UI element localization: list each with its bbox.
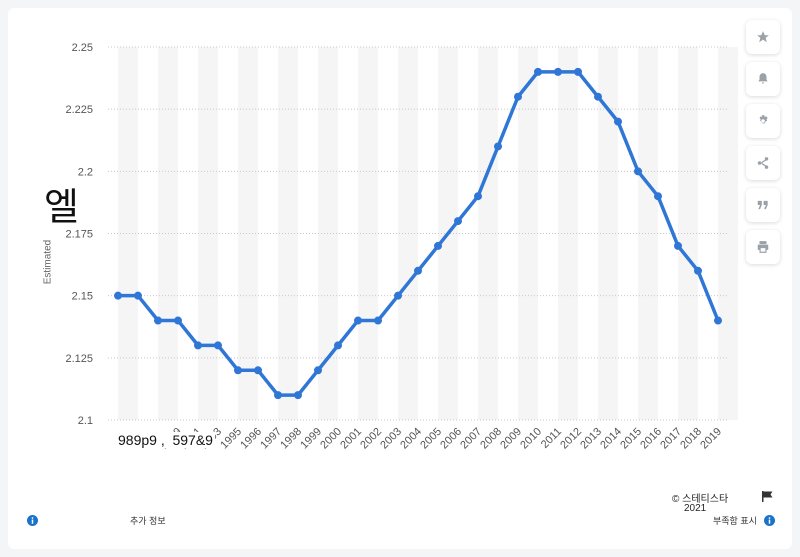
notification-button[interactable] bbox=[746, 62, 780, 96]
band bbox=[718, 47, 738, 420]
x-tick-label: 1995 bbox=[218, 426, 244, 452]
data-point bbox=[274, 391, 282, 400]
overlay-glyph: 엘 bbox=[44, 185, 79, 229]
x-tick-label: 1997 bbox=[258, 426, 284, 452]
x-tick-label: 2010 bbox=[518, 426, 544, 452]
source-credit[interactable]: © 스테티스타 bbox=[672, 494, 729, 505]
share-icon bbox=[757, 157, 769, 169]
x-tick-label: 2005 bbox=[418, 426, 444, 452]
favorite-button[interactable] bbox=[746, 20, 780, 54]
settings-button[interactable] bbox=[746, 104, 780, 138]
data-point bbox=[434, 241, 442, 250]
data-point bbox=[534, 67, 542, 76]
data-point bbox=[454, 217, 462, 226]
data-point bbox=[414, 266, 422, 275]
data-point bbox=[614, 117, 622, 126]
data-point bbox=[214, 341, 222, 350]
y-tick-label: 2.25 bbox=[72, 42, 93, 54]
y-tick-label: 2.1 bbox=[78, 415, 93, 427]
band bbox=[118, 47, 138, 420]
data-point bbox=[194, 341, 202, 350]
data-point bbox=[254, 366, 262, 375]
bell-icon bbox=[758, 73, 768, 84]
print-icon bbox=[757, 241, 769, 253]
data-point bbox=[294, 391, 302, 400]
data-point bbox=[714, 316, 722, 325]
data-point bbox=[354, 316, 362, 325]
data-point bbox=[314, 366, 322, 375]
x-tick-label: 2007 bbox=[458, 426, 484, 452]
data-point bbox=[234, 366, 242, 375]
y-tick-label: 2.175 bbox=[65, 229, 93, 241]
data-point bbox=[134, 291, 142, 300]
share-button[interactable] bbox=[746, 146, 780, 180]
x-tick-label: 2006 bbox=[438, 426, 464, 452]
data-point bbox=[674, 241, 682, 250]
x-tick-label: 2016 bbox=[638, 426, 664, 452]
y-tick-label: 2.125 bbox=[65, 353, 93, 365]
x-tick-label: 2008 bbox=[478, 426, 504, 452]
data-point bbox=[634, 167, 642, 176]
data-point bbox=[514, 92, 522, 101]
credit-year: 2021 bbox=[684, 503, 707, 514]
flag-icon[interactable] bbox=[762, 491, 774, 502]
data-point bbox=[654, 192, 662, 201]
x-tick-label: 1996 bbox=[238, 426, 264, 452]
x-tick-label: 2012 bbox=[558, 426, 584, 452]
x-tick-label: 2000 bbox=[318, 426, 344, 452]
report-info-icon[interactable] bbox=[764, 515, 775, 526]
x-tick-label: 2017 bbox=[658, 426, 684, 452]
x-tick-label: 2018 bbox=[678, 426, 704, 452]
y-tick-label: 2.15 bbox=[72, 291, 93, 303]
x-tick-label: 2004 bbox=[398, 426, 424, 452]
overlay-scribble: 989p9 , 597&9 bbox=[116, 432, 215, 448]
more-info-link[interactable]: 추가 정보 bbox=[130, 516, 166, 526]
band bbox=[238, 47, 258, 420]
print-button[interactable] bbox=[746, 230, 780, 264]
data-point bbox=[494, 142, 502, 151]
y-axis-label: Estimated bbox=[42, 239, 54, 285]
x-tick-label: 2013 bbox=[578, 426, 604, 452]
cite-button[interactable] bbox=[746, 188, 780, 222]
star-icon bbox=[757, 31, 769, 43]
x-tick-label: 2019 bbox=[698, 426, 724, 452]
x-tick-label: 2014 bbox=[598, 426, 624, 452]
report-link[interactable]: 부족함 표시 bbox=[713, 516, 757, 526]
data-point bbox=[574, 67, 582, 76]
data-point bbox=[594, 92, 602, 101]
y-tick-label: 2.2 bbox=[78, 166, 93, 178]
data-point bbox=[394, 291, 402, 300]
data-point bbox=[374, 316, 382, 325]
data-point bbox=[154, 316, 162, 325]
x-tick-label: 2009 bbox=[498, 426, 524, 452]
band bbox=[358, 47, 378, 420]
x-tick-label: 2011 bbox=[539, 426, 564, 451]
info-icon[interactable] bbox=[27, 515, 38, 526]
x-tick-label: 2003 bbox=[378, 426, 404, 452]
x-tick-label: 2015 bbox=[618, 426, 644, 452]
gear-icon bbox=[759, 115, 768, 124]
x-tick-label: 1998 bbox=[278, 426, 304, 452]
x-tick-label: 2002 bbox=[358, 426, 384, 452]
band bbox=[598, 47, 618, 420]
quote-icon bbox=[757, 200, 768, 210]
data-point bbox=[334, 341, 342, 350]
y-tick-label: 2.225 bbox=[65, 104, 93, 116]
data-point bbox=[474, 192, 482, 201]
data-point bbox=[114, 291, 122, 300]
x-tick-label: 2001 bbox=[338, 426, 364, 452]
band bbox=[478, 47, 498, 420]
data-point bbox=[694, 266, 702, 275]
x-tick-label: 1999 bbox=[298, 426, 324, 452]
data-point bbox=[174, 316, 182, 325]
data-point bbox=[554, 67, 562, 76]
